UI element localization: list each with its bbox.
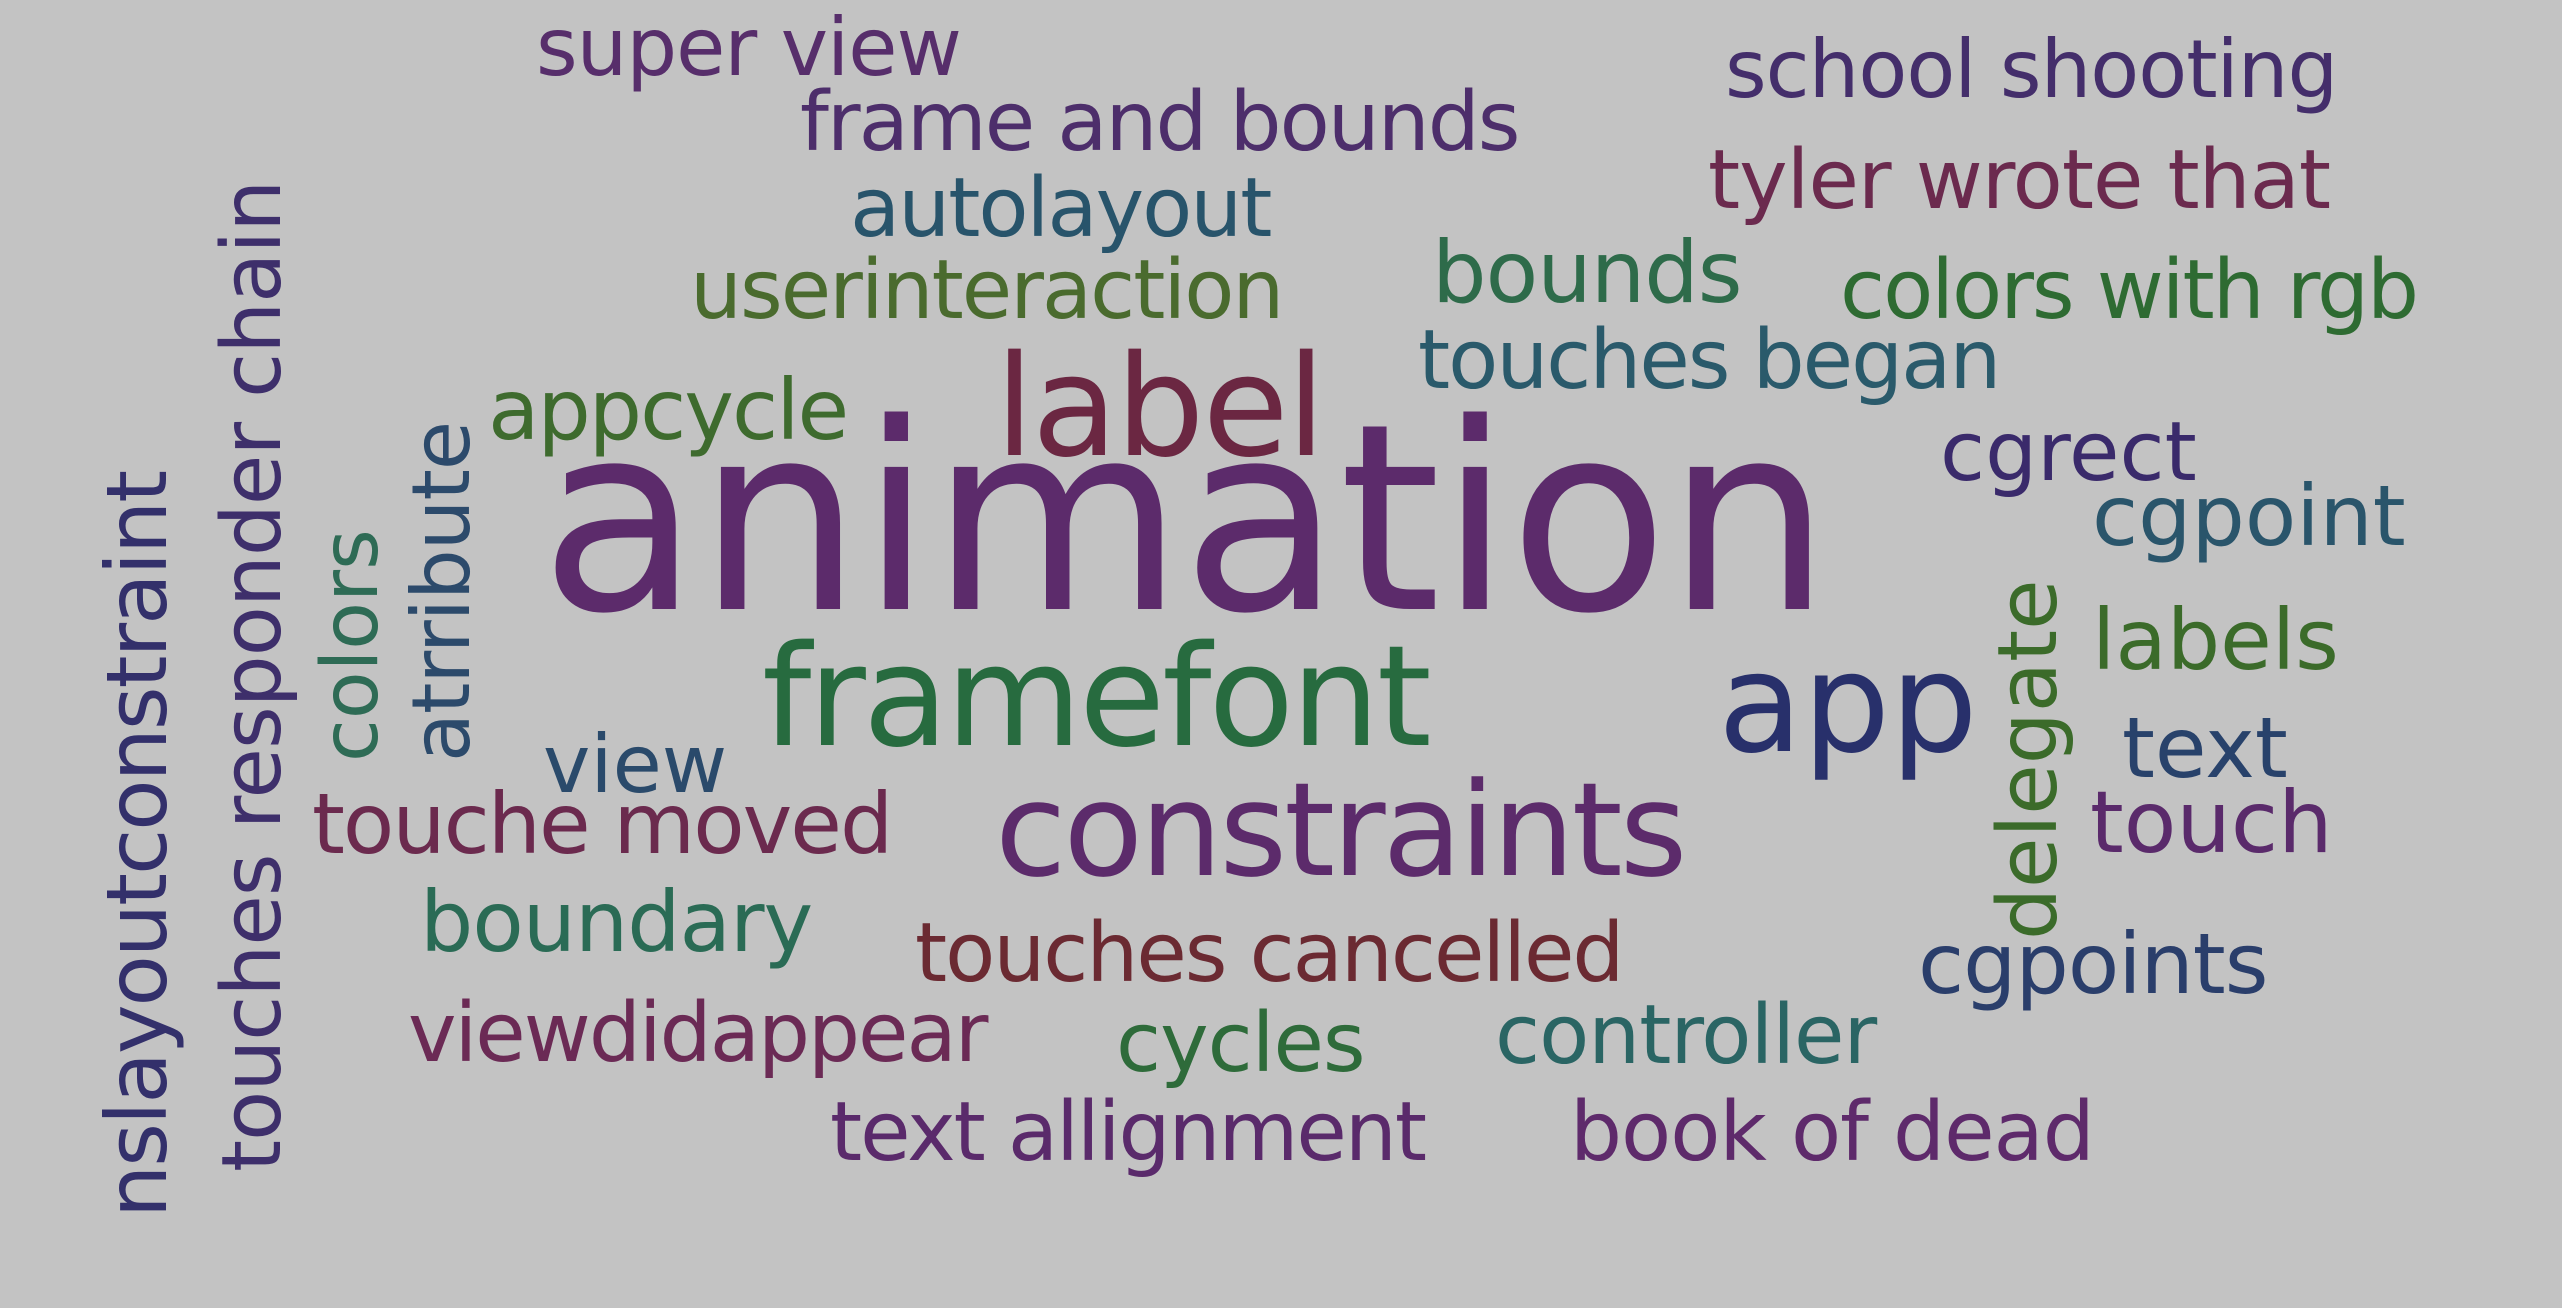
word-colors-with-rgb: colors with rgb — [1840, 243, 2419, 338]
word-labels: labels — [2092, 591, 2339, 689]
word-app: app — [1718, 623, 1978, 784]
word-delegate: delegate — [1981, 579, 2076, 940]
word-nslayoutconstraint: nslayoutconstraint — [88, 471, 186, 1218]
word-touches-began: touches began — [1418, 313, 2001, 408]
word-cycles: cycles — [1116, 996, 1366, 1091]
word-book-of-dead: book of dead — [1570, 1085, 2095, 1180]
word-text: text — [2122, 699, 2288, 797]
word-bounds: bounds — [1432, 223, 1743, 323]
word-touch: touch — [2090, 773, 2333, 873]
word-cgrect: cgrect — [1940, 405, 2197, 500]
word-touches-cancelled: touches cancelled — [915, 906, 1624, 1001]
word-autolayout: autolayout — [850, 161, 1272, 256]
word-atrribute: atrribute — [395, 421, 488, 762]
word-frame-and-bounds: frame and bounds — [800, 75, 1520, 170]
word-text-allignment: text allignment — [830, 1085, 1427, 1180]
word-appcycle: appcycle — [488, 361, 849, 459]
word-tyler-wrote-that: tyler wrote that — [1708, 133, 2331, 228]
word-cgpoints: cgpoints — [1918, 915, 2268, 1013]
word-controller: controller — [1495, 988, 1877, 1083]
word-cgpoint: cgpoint — [2092, 467, 2406, 565]
word-label: label — [995, 326, 1326, 489]
word-framefont: framefont — [762, 616, 1432, 779]
word-colors: colors — [306, 529, 396, 762]
word-userinteraction: userinteraction — [690, 243, 1284, 338]
word-touches-responder-chain: touches responder chain — [205, 180, 300, 1172]
word-constraints: constraints — [995, 754, 1687, 906]
word-viewdidappear: viewdidappear — [408, 986, 988, 1081]
word-touche-moved: touche moved — [312, 775, 893, 873]
word-super-view: super view — [536, 1, 962, 94]
word-animation: animation — [540, 369, 1831, 671]
word-view: view — [543, 718, 728, 811]
word-boundary: boundary — [420, 873, 813, 971]
word-school-shooting: school shooting — [1725, 23, 2338, 116]
